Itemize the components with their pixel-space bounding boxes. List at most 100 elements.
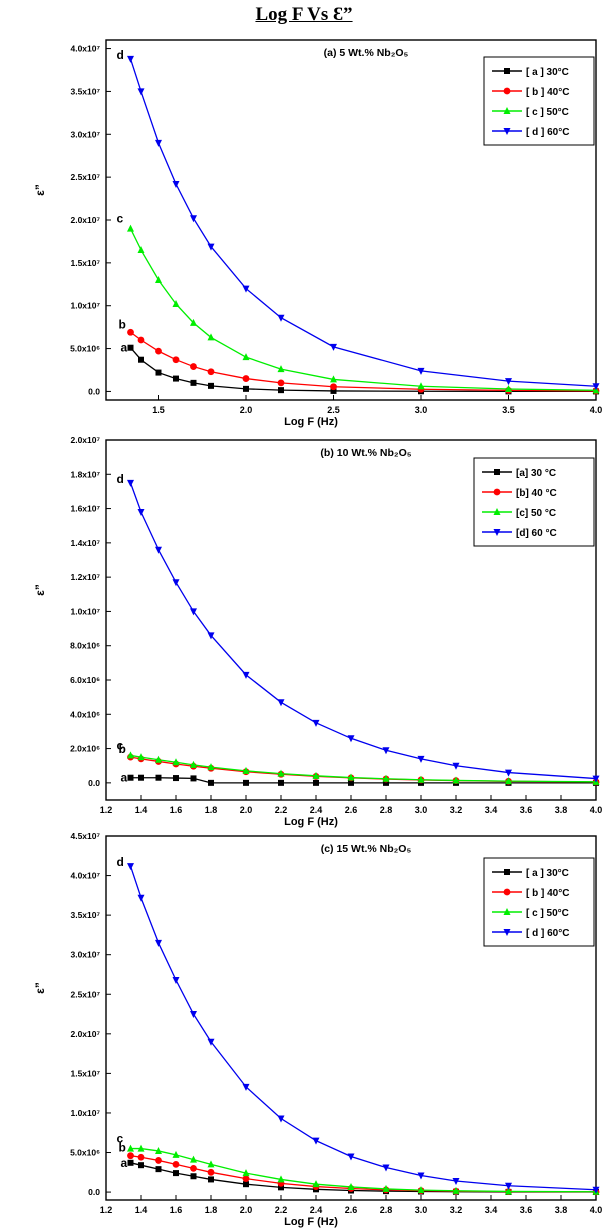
data-point-a [173, 775, 179, 782]
data-point-b [242, 1175, 250, 1183]
x-tick-label: 4.0 [590, 405, 603, 415]
data-point-b [242, 375, 250, 382]
legend-marker [503, 107, 511, 114]
data-point-d [127, 479, 134, 487]
data-point-a [243, 385, 249, 392]
y-tick-label: 3.5x10⁷ [70, 86, 100, 96]
data-point-c [382, 774, 390, 782]
data-point-a [243, 779, 249, 786]
data-point-d [505, 378, 512, 386]
x-tick-label: 3.4 [485, 805, 498, 815]
y-axis-label: ε” [33, 982, 47, 994]
y-tick-label: 1.8x10⁷ [70, 469, 100, 479]
y-tick-label: 8.0x10⁶ [70, 641, 100, 651]
data-point-d [382, 1164, 390, 1172]
data-point-b [127, 328, 134, 336]
data-point-a [155, 774, 162, 781]
x-tick-label: 1.4 [135, 805, 148, 815]
x-tick-label: 2.5 [327, 405, 340, 415]
legend-marker [503, 908, 511, 915]
data-point-a [127, 344, 134, 351]
curve-label-b: b [119, 742, 126, 756]
y-tick-label: 5.0x10⁶ [70, 1148, 100, 1158]
data-point-d [592, 1186, 600, 1194]
data-point-c [127, 224, 134, 232]
data-point-d [242, 671, 250, 679]
x-tick-label: 3.8 [555, 805, 568, 815]
data-point-a [278, 387, 284, 394]
curve-label-b: b [119, 317, 126, 331]
data-point-a [127, 774, 134, 781]
legend-label: [ c ] 50°C [526, 107, 569, 118]
data-point-c [277, 365, 285, 373]
x-tick-label: 2.4 [310, 805, 323, 815]
data-point-b [137, 336, 145, 344]
data-point-a [208, 1176, 214, 1183]
data-point-a [208, 382, 214, 389]
data-point-d [592, 775, 600, 783]
data-point-a [278, 779, 284, 786]
data-point-d [330, 343, 337, 351]
x-tick-label: 2.4 [310, 1205, 323, 1215]
data-point-c [452, 1186, 460, 1194]
data-point-d [312, 719, 320, 727]
data-point-b [155, 1157, 162, 1164]
data-point-b [190, 1164, 197, 1172]
data-point-a [243, 1181, 249, 1188]
legend-marker [504, 869, 510, 875]
y-tick-label: 2.5x10⁷ [70, 989, 100, 999]
x-tick-label: 1.2 [100, 805, 113, 815]
data-point-c [505, 777, 512, 785]
x-tick-label: 2.0 [240, 1205, 253, 1215]
x-tick-label: 1.8 [205, 805, 218, 815]
data-point-d [137, 894, 145, 902]
data-point-d [190, 1011, 197, 1019]
series-line-d [129, 58, 597, 387]
panel-title: (b) 10 Wt.% Nb₂O₅ [320, 447, 411, 459]
data-point-d [452, 1178, 460, 1186]
data-point-c [312, 1180, 320, 1188]
y-tick-label: 0.0 [88, 386, 100, 396]
y-tick-label: 2.5x10⁷ [70, 172, 100, 182]
series-line-b [130, 331, 597, 392]
x-tick-label: 3.2 [450, 1205, 463, 1215]
data-point-c [190, 760, 197, 768]
curve-label-a: a [121, 341, 128, 355]
curve-label-c: c [117, 1132, 124, 1146]
curve-label-c: c [117, 738, 124, 752]
chart-panel-3: 1.2 1.4 1.6 1.8 2.0 2.2 2.4 2.6 2.8 3.0 3.2 3.4 3.6 3… [33, 831, 602, 1228]
x-tick-label: 3.0 [415, 405, 428, 415]
data-point-c [505, 1187, 512, 1195]
data-point-c [330, 375, 337, 383]
x-tick-label: 3.0 [415, 1205, 428, 1215]
legend-label: [ c ] 50°C [526, 908, 569, 919]
data-point-c [127, 1144, 134, 1152]
data-point-b [277, 379, 285, 387]
data-point-c [277, 769, 285, 777]
y-tick-label: 2.0x10⁷ [70, 215, 100, 225]
legend-label: [ d ] 60°C [526, 928, 569, 939]
data-point-d [347, 1153, 355, 1161]
legend-marker [503, 929, 511, 936]
chart-panel-2: 1.2 1.4 1.6 1.8 2.0 2.2 2.4 2.6 2.8 3.0 3.2 3.4 3.6 3… [33, 435, 602, 828]
data-point-a [173, 375, 179, 382]
x-tick-label: 2.0 [240, 405, 253, 415]
legend-marker [503, 888, 511, 896]
x-tick-label: 3.6 [520, 1205, 533, 1215]
curve-label-a: a [121, 1156, 128, 1170]
data-point-d [172, 977, 180, 985]
data-point-b [172, 356, 180, 364]
data-point-d [312, 1137, 320, 1145]
data-point-c [417, 775, 425, 783]
data-point-d [242, 1083, 250, 1091]
data-point-d [127, 55, 134, 63]
y-tick-label: 4.5x10⁷ [70, 831, 100, 841]
x-axis-label: Log F (Hz) [284, 416, 338, 428]
data-point-c [242, 353, 250, 361]
data-point-a [383, 779, 389, 786]
data-point-c [242, 1169, 250, 1177]
data-point-b [190, 363, 197, 370]
data-point-c [172, 1150, 180, 1158]
legend-marker [503, 87, 511, 95]
data-point-c [417, 382, 425, 390]
